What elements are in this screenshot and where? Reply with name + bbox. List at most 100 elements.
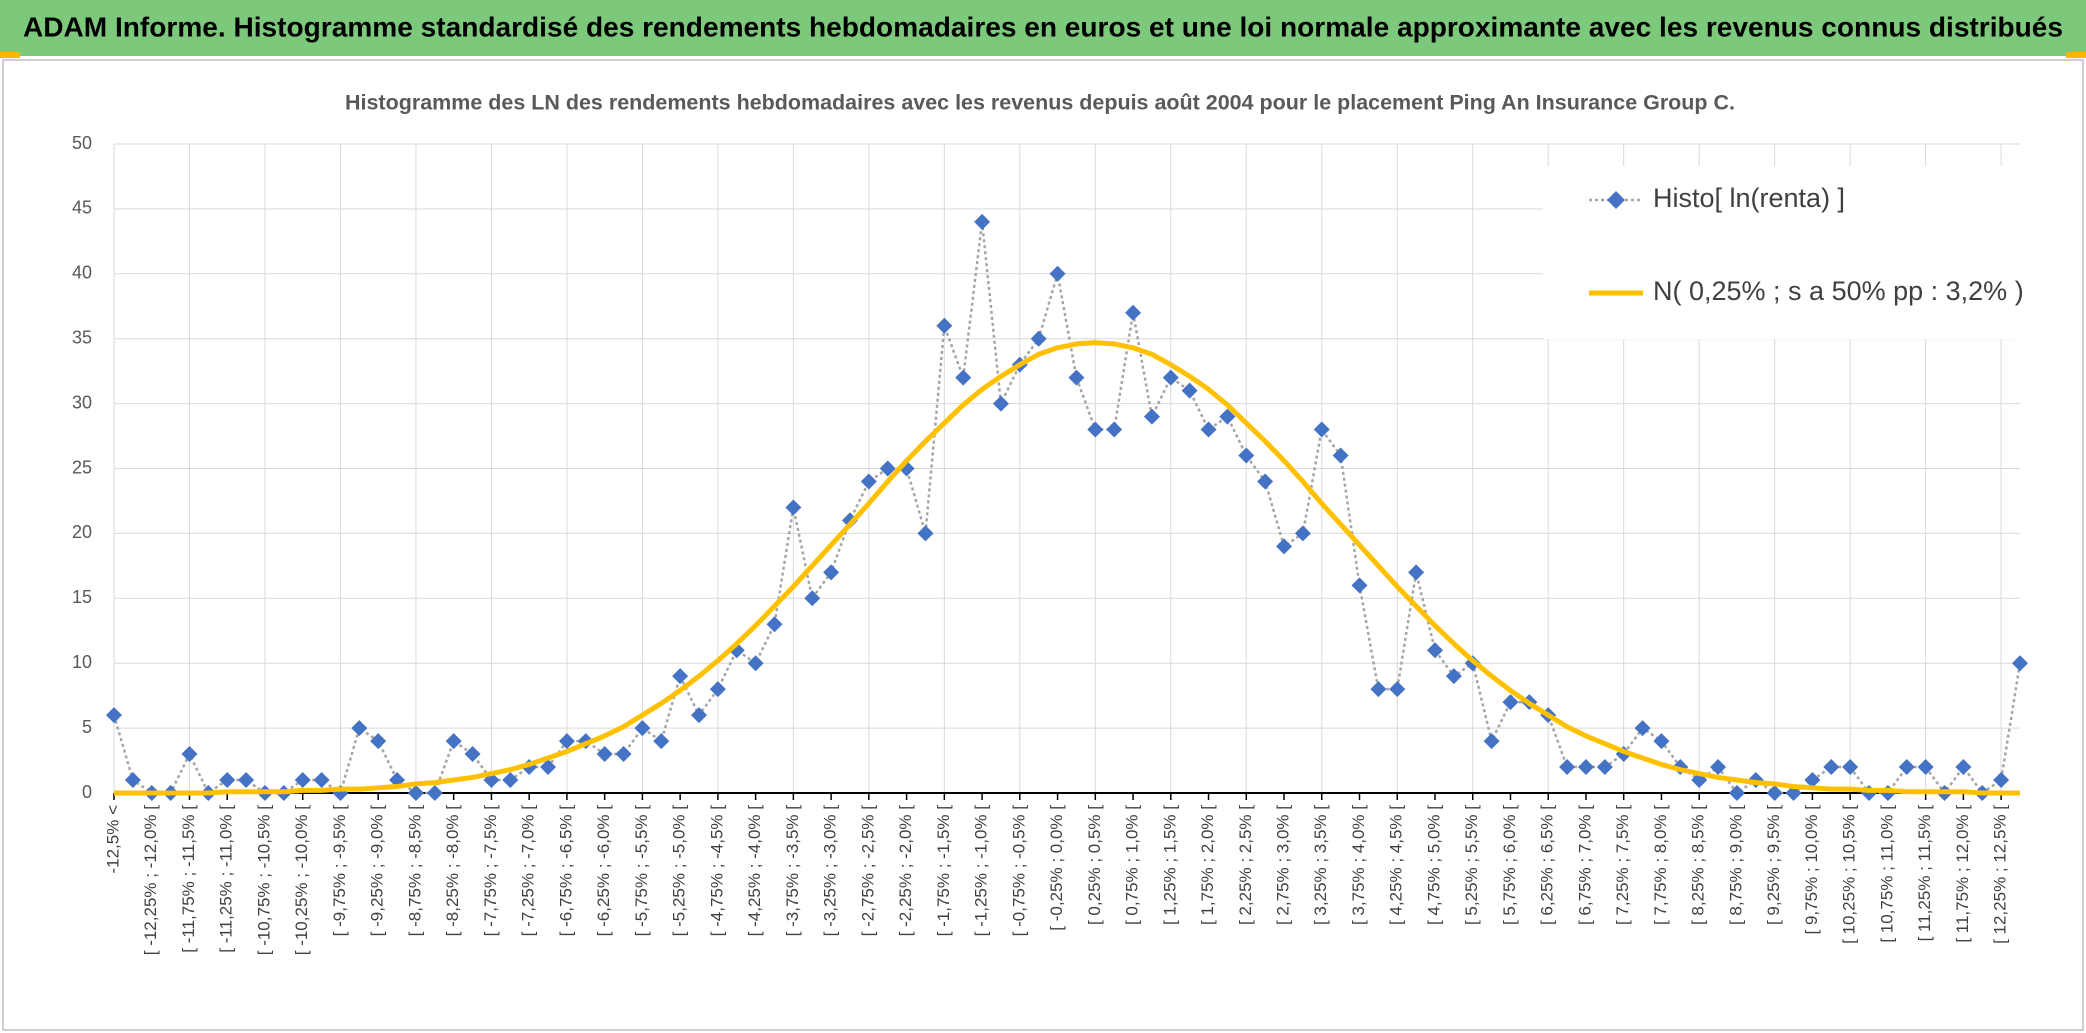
x-tick-label: [ -7,25% ; -7,0% [ [519, 805, 538, 937]
data-point [1276, 538, 1293, 555]
data-point [785, 499, 802, 516]
x-tick-label: [ 7,75% ; 8,0% [ [1651, 805, 1670, 925]
y-tick-label: 10 [72, 652, 92, 672]
x-tick-label: [ -7,75% ; -7,5% [ [481, 805, 500, 937]
data-point [1219, 408, 1236, 425]
y-tick-label: 40 [72, 263, 92, 283]
data-point [1238, 447, 1255, 464]
y-tick-label: 50 [72, 133, 92, 153]
x-tick-label: [ -3,75% ; -3,5% [ [783, 805, 802, 937]
data-point [426, 785, 443, 801]
x-tick-label: [ 7,25% ; 7,5% [ [1613, 805, 1632, 925]
x-tick-label: [ 3,25% ; 3,5% [ [1311, 805, 1330, 925]
data-point [1143, 408, 1160, 425]
data-point [1125, 304, 1142, 321]
x-tick-label: [ -4,75% ; -4,5% [ [707, 805, 726, 937]
data-point [313, 772, 330, 789]
x-tick-label: [ 4,75% ; 5,0% [ [1424, 805, 1443, 925]
x-tick-label: [ 6,25% ; 6,5% [ [1538, 805, 1557, 925]
data-point [823, 564, 840, 581]
data-point [1313, 421, 1330, 438]
x-tick-label: [ 5,75% ; 6,0% [ [1500, 805, 1519, 925]
data-point [294, 772, 311, 789]
data-point [1766, 785, 1783, 801]
data-point [464, 746, 481, 763]
data-point [1106, 421, 1123, 438]
data-point [540, 759, 557, 776]
data-point [1653, 733, 1670, 750]
legend-box [1543, 166, 2020, 339]
x-tick-label: [ -8,75% ; -8,5% [ [405, 805, 424, 937]
y-tick-label: 45 [72, 198, 92, 218]
chart-title: Histogramme des LN des rendements hebdom… [345, 92, 1735, 115]
data-point [502, 772, 519, 789]
data-point [1955, 759, 1972, 776]
data-point [1728, 785, 1745, 801]
y-tick-label: 35 [72, 327, 92, 347]
legend-marker [1607, 191, 1625, 209]
x-tick-label: [ -1,75% ; -1,5% [ [934, 805, 953, 937]
x-tick-label: [ -4,25% ; -4,0% [ [745, 805, 764, 937]
data-point [1483, 733, 1500, 750]
data-point [1408, 564, 1425, 581]
data-point [1445, 668, 1462, 685]
data-point [917, 525, 934, 542]
data-point [181, 746, 198, 763]
x-tick-label: [ 4,25% ; 4,5% [ [1387, 805, 1406, 925]
data-point [124, 772, 141, 789]
data-point [860, 473, 877, 490]
x-tick-label: [ 11,75% ; 12,0% [ [1953, 805, 1972, 943]
data-point [1200, 421, 1217, 438]
data-point [1332, 447, 1349, 464]
corner-mark [2066, 52, 2086, 58]
x-tick-label: [ 2,75% ; 3,0% [ [1274, 805, 1293, 925]
x-tick-label: [ 2,25% ; 2,5% [ [1236, 805, 1255, 925]
data-point [1993, 772, 2010, 789]
x-tick-label: [ -6,75% ; -6,5% [ [556, 805, 575, 937]
data-point [634, 720, 651, 737]
x-tick-label: [ 1,75% ; 2,0% [ [1198, 805, 1217, 925]
data-point [1898, 759, 1915, 776]
x-tick-label: [ -8,25% ; -8,0% [ [443, 805, 462, 937]
x-tick-label: [ 11,25% ; 11,5% [ [1915, 805, 1934, 942]
data-point [1842, 759, 1859, 776]
data-point [879, 460, 896, 477]
header-bar [0, 0, 2086, 56]
data-point [1389, 681, 1406, 698]
x-tick-label: [ -0,25% ; 0,0% [ [1047, 805, 1066, 931]
data-point [1162, 369, 1179, 386]
data-point [1068, 369, 1085, 386]
data-point [351, 720, 368, 737]
y-tick-label: 20 [72, 522, 92, 542]
data-point [1426, 642, 1443, 659]
data-point [1030, 330, 1047, 347]
legend-label: N( 0,25% ; s a 50% pp : 3,2% ) [1653, 276, 2024, 306]
data-point [1559, 759, 1576, 776]
x-tick-label: [ 9,25% ; 9,5% [ [1764, 805, 1783, 925]
data-point [407, 785, 424, 801]
data-point [1804, 772, 1821, 789]
data-point [709, 681, 726, 698]
x-tick-label: [ 3,75% ; 4,0% [ [1349, 805, 1368, 925]
y-tick-label: 0 [82, 782, 92, 802]
data-point [974, 213, 991, 230]
x-tick-label: [ -1,25% ; -1,0% [ [972, 805, 991, 937]
y-tick-label: 15 [72, 587, 92, 607]
x-tick-label: [ -10,25% ; -10,0% [ [292, 805, 311, 956]
chart-frame [2, 59, 2084, 1031]
corner-mark [0, 52, 20, 58]
x-tick-label: [ -10,75% ; -10,5% [ [254, 805, 273, 956]
data-point [1634, 720, 1651, 737]
data-point [1596, 759, 1613, 776]
data-point [1502, 694, 1519, 711]
header-title: ADAM Informe. Histogramme standardisé de… [23, 11, 2063, 42]
data-point [992, 395, 1009, 412]
data-point [955, 369, 972, 386]
y-tick-label: 25 [72, 457, 92, 477]
x-tick-label: [ 6,75% ; 7,0% [ [1575, 805, 1594, 925]
data-point [219, 772, 236, 789]
x-tick-label: [ 10,75% ; 11,0% [ [1877, 805, 1896, 943]
x-tick-label: [ -3,25% ; -3,0% [ [821, 805, 840, 937]
